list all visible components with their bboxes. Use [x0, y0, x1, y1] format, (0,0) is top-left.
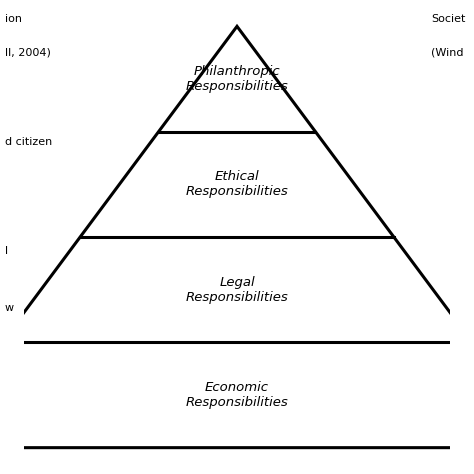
Text: ion: ion [5, 14, 22, 24]
Text: Ethical
Responsibilities: Ethical Responsibilities [186, 170, 288, 198]
Text: Legal
Responsibilities: Legal Responsibilities [186, 276, 288, 304]
Polygon shape [0, 27, 474, 447]
Text: Philanthropic
Responsibilities: Philanthropic Responsibilities [186, 65, 288, 93]
Text: (Wind: (Wind [431, 47, 464, 57]
Text: l: l [5, 246, 8, 256]
Text: w: w [5, 303, 14, 313]
Text: ll, 2004): ll, 2004) [5, 47, 51, 57]
Text: Societ: Societ [431, 14, 466, 24]
Text: d citizen: d citizen [5, 137, 52, 147]
Text: Economic
Responsibilities: Economic Responsibilities [186, 381, 288, 409]
